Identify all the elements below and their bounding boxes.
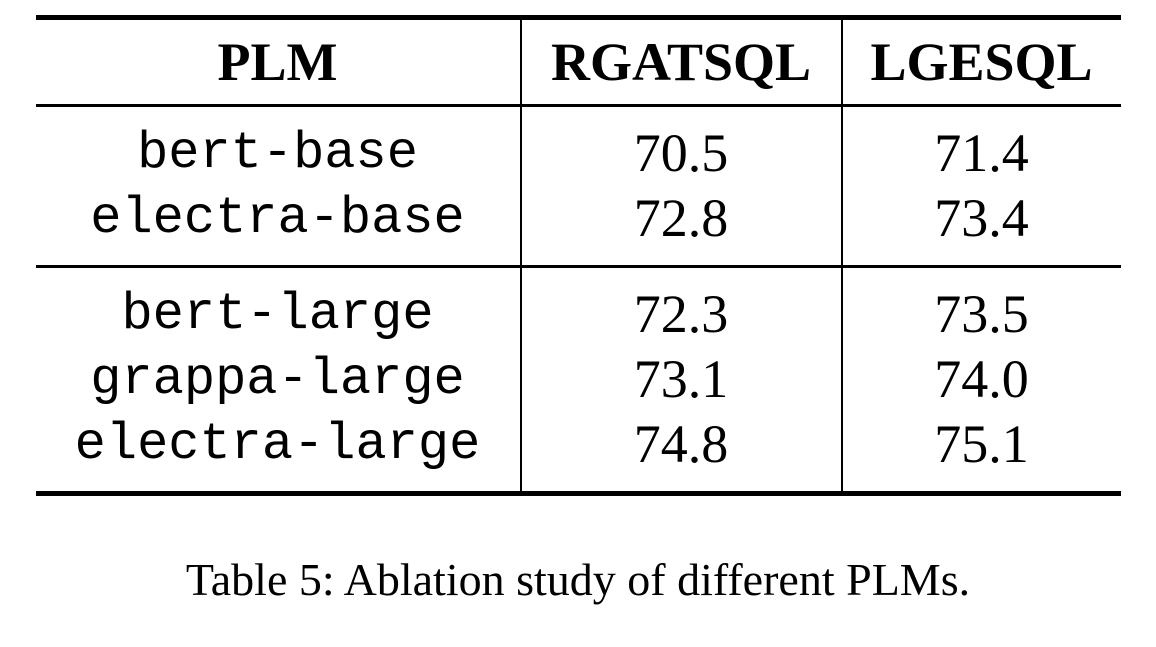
cell-lgesql: 74.0 <box>840 347 1121 412</box>
table-header: PLM RGATSQL LGESQL <box>35 17 1121 107</box>
cell-plm: grappa-large <box>90 349 465 409</box>
column-header-plm: PLM <box>35 17 521 107</box>
cell-rgatsql: 72.3 <box>519 266 842 347</box>
cell-lgesql: 75.1 <box>840 412 1121 494</box>
header-row: PLM RGATSQL LGESQL <box>35 17 1121 107</box>
cell-plm: bert-large <box>121 284 434 344</box>
ablation-table: PLM RGATSQL LGESQL bert-base 70.5 71.4 e… <box>35 15 1121 496</box>
table-group-base-models: bert-base 70.5 71.4 electra-base 72.8 73… <box>35 105 1121 267</box>
cell-rgatsql: 70.5 <box>519 105 842 186</box>
cell-lgesql: 73.4 <box>840 186 1121 267</box>
cell-rgatsql: 73.1 <box>519 347 842 412</box>
table-row: bert-base 70.5 71.4 <box>36 105 1121 186</box>
cell-rgatsql: 72.8 <box>519 186 842 267</box>
table-row: electra-base 72.8 73.4 <box>36 186 1121 267</box>
column-header-rgatsql: RGATSQL <box>519 17 842 107</box>
cell-plm: electra-base <box>90 188 465 248</box>
table-group-large-models: bert-large 72.3 73.5 grappa-large 73.1 7… <box>36 266 1121 494</box>
cell-plm: electra-large <box>74 414 481 474</box>
cell-lgesql: 71.4 <box>840 105 1121 186</box>
table-row: electra-large 74.8 75.1 <box>36 412 1121 494</box>
cell-lgesql: 73.5 <box>840 266 1121 347</box>
table-row: bert-large 72.3 73.5 <box>36 266 1121 347</box>
table-row: grappa-large 73.1 74.0 <box>36 347 1121 412</box>
table-caption: Table 5: Ablation study of different PLM… <box>185 554 971 605</box>
cell-plm: bert-base <box>137 123 418 183</box>
paper-page: PLM RGATSQL LGESQL bert-base 70.5 71.4 e… <box>0 15 1156 647</box>
column-header-lgesql: LGESQL <box>840 17 1121 107</box>
cell-rgatsql: 74.8 <box>519 412 842 494</box>
